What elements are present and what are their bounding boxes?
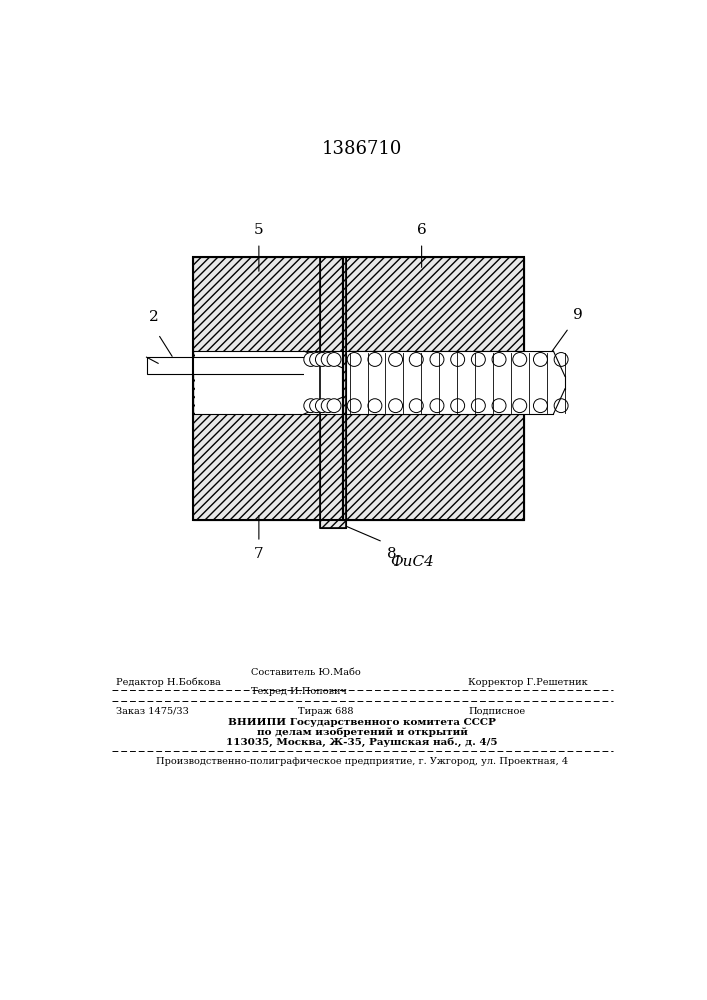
Text: 5: 5 — [254, 223, 264, 237]
Text: Техред И.Попович: Техред И.Попович — [251, 687, 347, 696]
Text: по делам изобретений и открытий: по делам изобретений и открытий — [257, 727, 467, 737]
Circle shape — [450, 353, 464, 366]
Text: Тираж 688: Тираж 688 — [298, 707, 353, 716]
Bar — [320, 257, 346, 528]
Text: 8: 8 — [387, 547, 397, 561]
Circle shape — [472, 353, 485, 366]
Circle shape — [513, 399, 527, 413]
Circle shape — [347, 399, 361, 413]
Circle shape — [304, 353, 317, 366]
Circle shape — [534, 399, 547, 413]
Circle shape — [430, 399, 444, 413]
Text: 6: 6 — [416, 223, 426, 237]
Bar — [343, 257, 524, 520]
Circle shape — [554, 399, 568, 413]
Circle shape — [321, 353, 335, 366]
Circle shape — [492, 399, 506, 413]
Bar — [469, 363, 524, 403]
Circle shape — [327, 353, 341, 366]
Bar — [320, 257, 346, 528]
Text: Редактор Н.Бобкова: Редактор Н.Бобкова — [115, 677, 221, 687]
Circle shape — [368, 353, 382, 366]
Circle shape — [368, 399, 382, 413]
Text: Подписное: Подписное — [468, 707, 525, 716]
Text: Производственно-полиграфическое предприятие, г. Ужгород, ул. Проектная, 4: Производственно-полиграфическое предприя… — [156, 757, 568, 766]
Text: 1386710: 1386710 — [322, 140, 402, 158]
Circle shape — [409, 399, 423, 413]
Bar — [193, 257, 343, 520]
Circle shape — [472, 399, 485, 413]
Circle shape — [327, 399, 341, 413]
Bar — [193, 257, 343, 520]
Circle shape — [347, 353, 361, 366]
Text: Составитель Ю.Мабо: Составитель Ю.Мабо — [251, 668, 361, 677]
Text: ВНИИПИ Государственного комитета СССР: ВНИИПИ Государственного комитета СССР — [228, 718, 496, 727]
Circle shape — [310, 399, 324, 413]
Circle shape — [310, 353, 324, 366]
Circle shape — [315, 353, 329, 366]
Circle shape — [389, 399, 402, 413]
Bar — [320, 257, 346, 528]
Circle shape — [554, 353, 568, 366]
Circle shape — [321, 399, 335, 413]
Bar — [194, 351, 341, 414]
Circle shape — [430, 353, 444, 366]
Text: 9: 9 — [573, 308, 583, 322]
Bar — [304, 351, 343, 414]
Bar — [146, 357, 325, 374]
Bar — [343, 257, 524, 520]
Text: 2: 2 — [149, 310, 159, 324]
Circle shape — [513, 353, 527, 366]
Circle shape — [409, 353, 423, 366]
Text: 7: 7 — [254, 547, 264, 561]
Circle shape — [534, 353, 547, 366]
Circle shape — [492, 353, 506, 366]
Circle shape — [389, 353, 402, 366]
Bar — [343, 257, 524, 520]
Text: ФиС4: ФиС4 — [391, 555, 435, 569]
Text: 113035, Москва, Ж-35, Раушская наб., д. 4/5: 113035, Москва, Ж-35, Раушская наб., д. … — [226, 737, 498, 747]
Circle shape — [315, 399, 329, 413]
Bar — [193, 257, 343, 520]
Bar — [344, 351, 522, 414]
Text: Корректор Г.Решетник: Корректор Г.Решетник — [468, 678, 588, 687]
Circle shape — [450, 399, 464, 413]
Circle shape — [304, 399, 317, 413]
Bar — [349, 351, 565, 414]
Text: Заказ 1475/33: Заказ 1475/33 — [115, 707, 188, 716]
